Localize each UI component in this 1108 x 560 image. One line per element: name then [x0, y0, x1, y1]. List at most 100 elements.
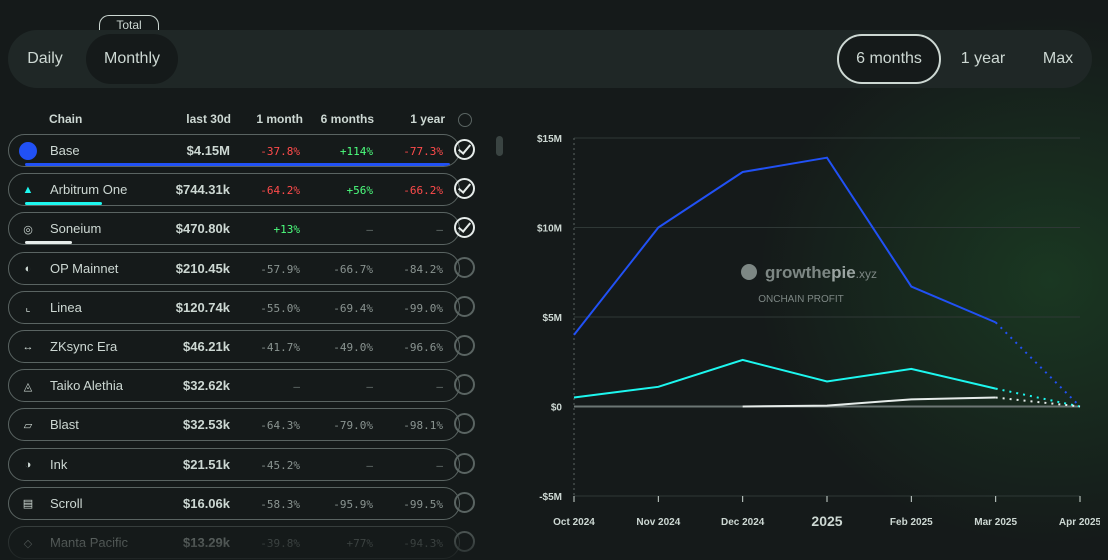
- series-line-arbitrum-one: [573, 358, 996, 399]
- y-tick-label: $10M: [537, 224, 562, 235]
- chain-row-name: Soneium: [50, 221, 102, 237]
- x-tick-label: Dec 2024: [721, 517, 765, 528]
- share-bar: [25, 202, 102, 206]
- chain-row-y1: -77.3%: [403, 145, 443, 158]
- chain-row-last30d: $744.31k: [175, 182, 230, 198]
- chain-row-m1: -39.8%: [260, 537, 300, 550]
- chain-row-m1: -41.7%: [260, 341, 300, 354]
- timespan-toolbar: Daily Monthly 6 months 1 year Max: [8, 30, 1092, 88]
- header-last30d[interactable]: last 30d: [186, 112, 231, 126]
- x-tick-label: Feb 2025: [890, 517, 933, 528]
- soneium-icon: ◎: [23, 223, 33, 236]
- taiko-icon: ◬: [23, 380, 33, 393]
- chain-row-op-mainnet[interactable]: ◐ OP Mainnet $210.45k -57.9% -66.7% -84.2%: [8, 251, 460, 285]
- x-axis-ticks: Oct 2024 Nov 2024 Dec 2024 2025 Feb 2025 Mar …: [553, 496, 1100, 529]
- chain-row-blast[interactable]: ▱ Blast $32.53k -64.3% -79.0% -98.1%: [8, 408, 460, 442]
- scroll-icon: ▤: [22, 498, 34, 511]
- select-checkbox-soneium[interactable]: [454, 217, 475, 239]
- chain-row-m1: -37.8%: [260, 145, 300, 158]
- chain-row-m6: -66.7%: [333, 262, 373, 276]
- select-checkbox-manta-pacific[interactable]: [454, 531, 475, 552]
- select-checkbox-arbitrum-one[interactable]: [454, 178, 475, 200]
- linea-icon: ⌞: [25, 302, 31, 315]
- series-line-base: [573, 156, 997, 336]
- chain-row-linea[interactable]: ⌞ Linea $120.74k -55.0% -69.4% -99.0%: [8, 290, 460, 324]
- select-checkbox-taiko-alethia[interactable]: [454, 374, 475, 396]
- chain-row-manta-pacific[interactable]: ◇ Manta Pacific $13.29k -39.8% +77% -94.3%: [8, 526, 460, 559]
- chain-row-name: Blast: [50, 417, 79, 433]
- chain-row-m1: -64.2%: [260, 184, 300, 198]
- chain-row-ink[interactable]: ◑ Ink $21.51k -45.2% — —: [8, 447, 460, 481]
- chain-row-m1: -57.9%: [260, 262, 300, 276]
- range-max-button[interactable]: Max: [1042, 50, 1074, 67]
- header-1-month[interactable]: 1 month: [256, 112, 303, 126]
- chain-row-soneium[interactable]: ◎ Soneium $470.80k +13% — —: [8, 212, 460, 246]
- x-tick-label: Nov 2024: [636, 517, 680, 528]
- chain-row-taiko-alethia[interactable]: ◬ Taiko Alethia $32.62k — — —: [8, 369, 460, 403]
- y-tick-label: $5M: [543, 313, 562, 324]
- series-projection-soneium: [995, 396, 1081, 408]
- chain-row-name: Linea: [50, 299, 82, 315]
- op-mainnet-icon: ◐: [24, 262, 32, 275]
- series-lines: [573, 156, 1081, 408]
- chain-row-m1: -55.0%: [260, 301, 300, 315]
- range-6-months-button[interactable]: 6 months: [837, 34, 941, 84]
- chain-row-last30d: $13.29k: [183, 535, 230, 550]
- chain-row-base[interactable]: Base $4.15M -37.8% +114% -77.3%: [8, 134, 460, 167]
- chain-row-name: Scroll: [50, 495, 83, 511]
- select-checkbox-op-mainnet[interactable]: [454, 256, 475, 278]
- x-tick-label: Oct 2024: [553, 517, 595, 528]
- chain-row-arbitrum-one[interactable]: ▲ Arbitrum One $744.31k -64.2% +56% -66.2%: [8, 173, 460, 207]
- chain-row-y1: —: [436, 223, 443, 237]
- chain-row-name: Arbitrum One: [50, 182, 128, 198]
- growthepie-watermark: growthepie.xyz ONCHAIN PROFIT: [741, 263, 877, 305]
- chain-row-m6: —: [366, 458, 373, 472]
- chain-row-y1: -98.1%: [403, 419, 443, 433]
- chain-row-m1: +13%: [273, 223, 301, 237]
- chain-row-last30d: $21.51k: [183, 456, 230, 472]
- select-checkbox-scroll[interactable]: [454, 491, 475, 513]
- select-checkbox-ink[interactable]: [454, 452, 475, 474]
- chain-row-y1: —: [436, 380, 443, 394]
- range-1-year-button[interactable]: 1 year: [960, 50, 1006, 67]
- onchain-profit-chart: $15M $10M $5M $0 -$5M Oct 2024 Nov 2024 Dec 20…: [537, 134, 1100, 529]
- base-icon: [19, 142, 37, 160]
- chain-row-name: ZKsync Era: [50, 339, 118, 354]
- chain-row-scroll[interactable]: ▤ Scroll $16.06k -58.3% -95.9% -99.5%: [8, 486, 460, 520]
- chain-row-m6: —: [366, 223, 373, 237]
- chain-row-last30d: $32.62k: [183, 378, 230, 394]
- chain-row-m6: +56%: [346, 184, 374, 198]
- chain-row-last30d: $16.06k: [183, 495, 230, 511]
- chain-row-m6: -49.0%: [333, 341, 373, 354]
- monthly-toggle[interactable]: Monthly: [86, 34, 178, 84]
- chain-row-y1: —: [436, 458, 443, 472]
- arbitrum-icon: ▲: [22, 184, 34, 197]
- watermark-brand: growthepie.xyz: [765, 263, 877, 282]
- select-all-checkbox[interactable]: [458, 113, 472, 127]
- header-1-year[interactable]: 1 year: [410, 112, 445, 126]
- x-tick-label: Apr 2025: [1059, 517, 1100, 528]
- series-projection-base: [994, 321, 1081, 408]
- select-checkbox-linea[interactable]: [454, 295, 475, 317]
- select-checkbox-blast[interactable]: [454, 413, 475, 435]
- chain-row-last30d: $32.53k: [183, 417, 230, 433]
- chain-row-m6: -79.0%: [333, 419, 373, 433]
- chain-row-y1: -84.2%: [403, 262, 443, 276]
- chain-row-m6: +77%: [346, 537, 374, 550]
- x-tick-label: Mar 2025: [974, 517, 1017, 528]
- zksync-icon: ↔: [22, 341, 34, 353]
- y-tick-label: $0: [551, 403, 563, 414]
- select-checkbox-base[interactable]: [454, 139, 475, 160]
- chain-row-name: Ink: [50, 456, 68, 472]
- series-line-soneium: [742, 396, 996, 408]
- table-scrollbar[interactable]: [496, 136, 503, 156]
- daily-toggle[interactable]: Daily: [27, 50, 63, 67]
- header-6-months[interactable]: 6 months: [320, 112, 374, 126]
- header-chain[interactable]: Chain: [49, 112, 83, 126]
- chain-row-m6: -95.9%: [333, 497, 373, 511]
- y-axis-ticks: $15M $10M $5M $0 -$5M: [537, 134, 562, 503]
- chain-row-zksync-era[interactable]: ↔ ZKsync Era $46.21k -41.7% -49.0% -96.6%: [8, 330, 460, 363]
- select-checkbox-zksync-era[interactable]: [454, 335, 475, 356]
- chain-row-m6: -69.4%: [333, 301, 373, 315]
- chain-row-name: OP Mainnet: [50, 260, 119, 276]
